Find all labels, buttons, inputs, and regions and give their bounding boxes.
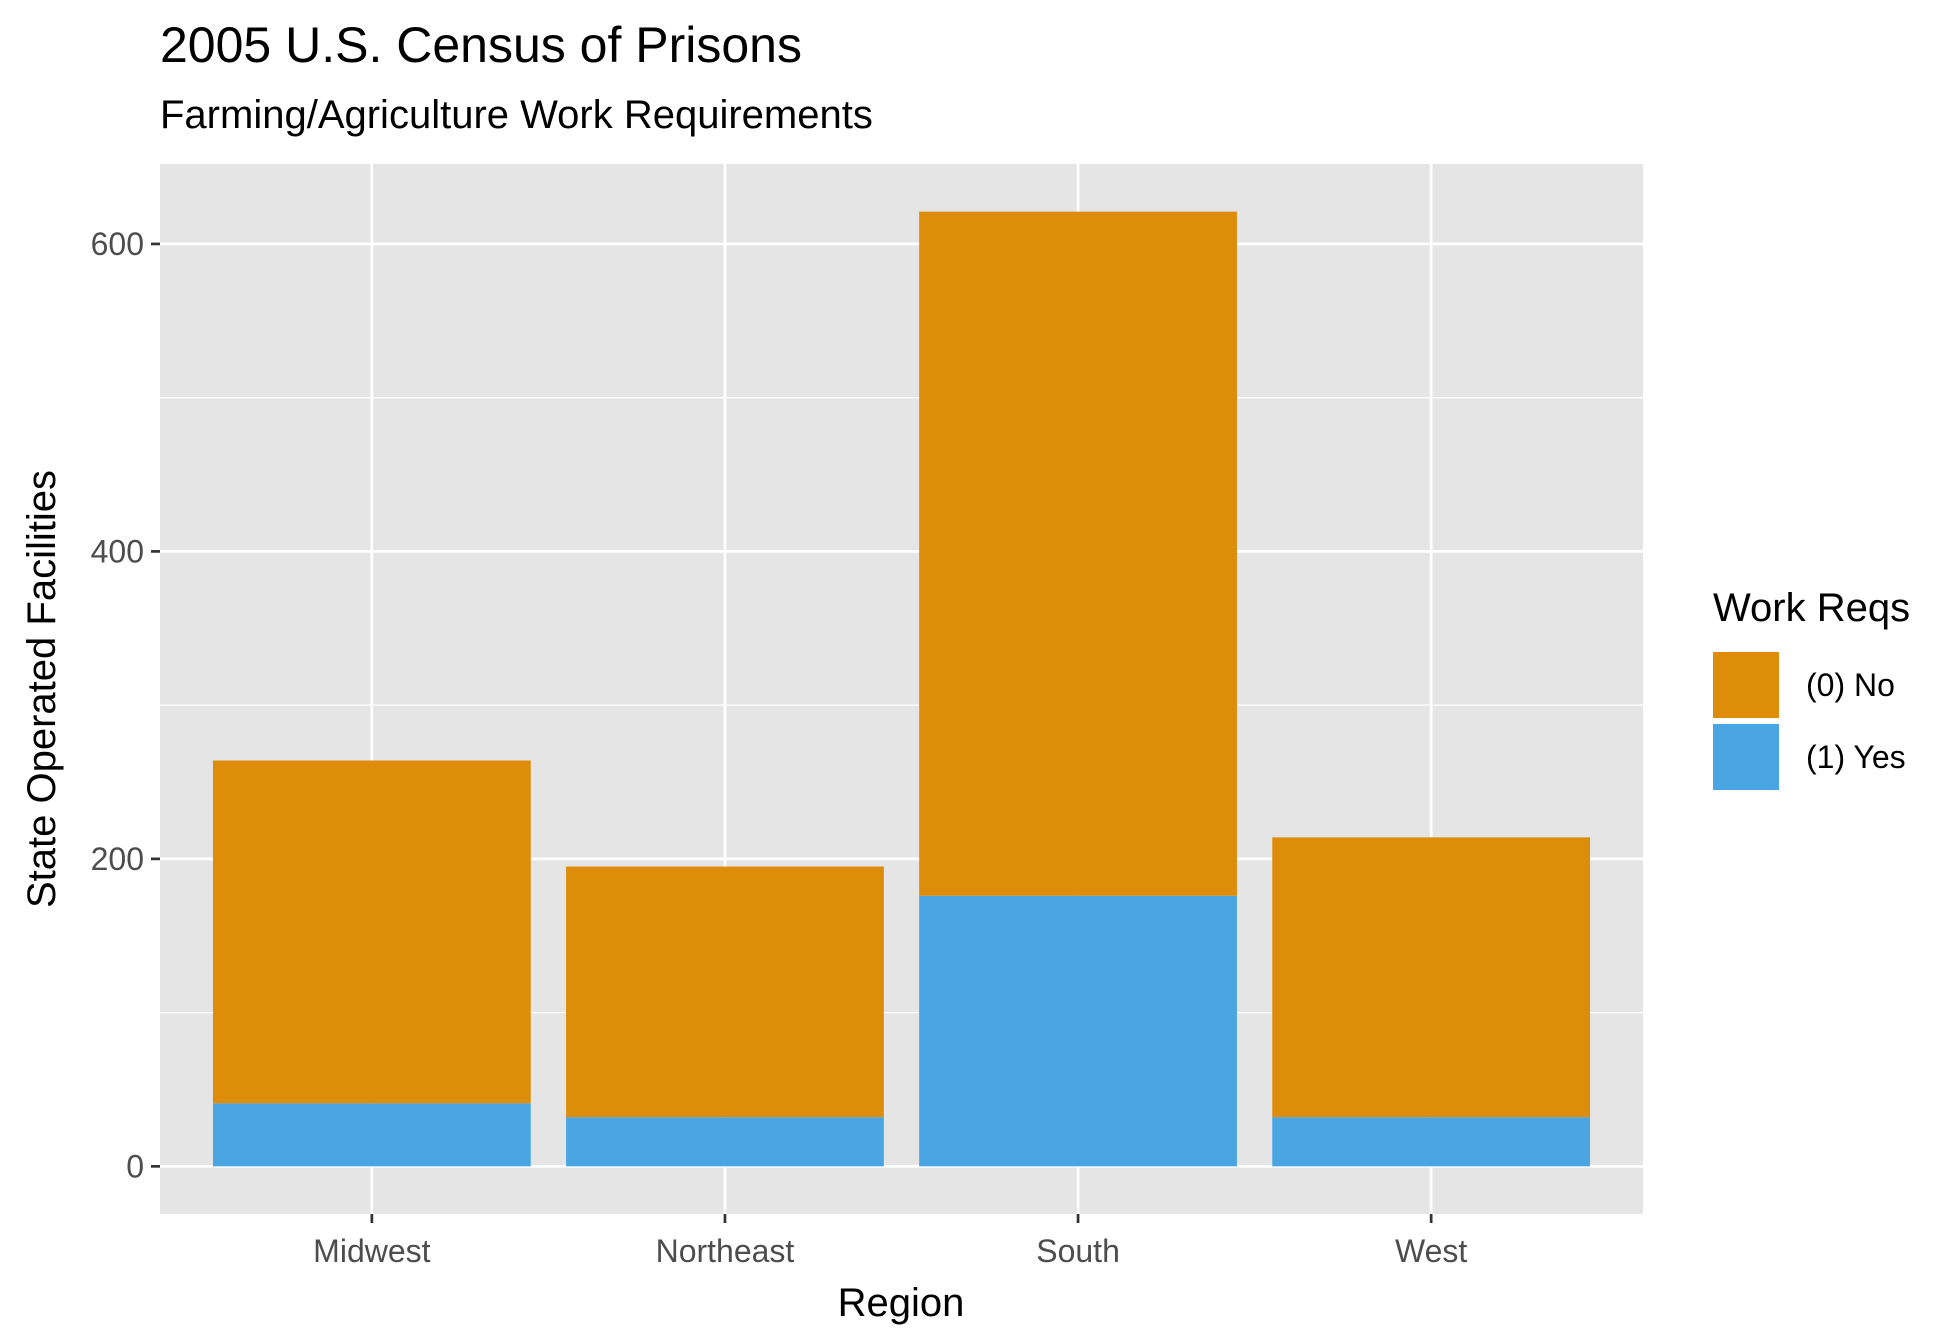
- bar-south-0-no: [919, 211, 1237, 896]
- bar-west-1-yes: [1272, 1117, 1591, 1167]
- legend: Work Reqs (0) No (1) Yes: [1713, 586, 1910, 790]
- y-tick-label: 200: [91, 841, 144, 877]
- x-axis-title: Region: [838, 1281, 965, 1325]
- legend-title: Work Reqs: [1713, 586, 1910, 630]
- legend-label: (1) Yes: [1806, 739, 1906, 775]
- chart-title: 2005 U.S. Census of Prisons: [160, 17, 802, 73]
- x-tick-label: West: [1395, 1233, 1467, 1269]
- x-tick-label: Northeast: [656, 1233, 795, 1269]
- x-tick-label: South: [1036, 1233, 1120, 1269]
- legend-label: (0) No: [1806, 667, 1895, 703]
- y-tick-label: 0: [126, 1148, 144, 1184]
- bars: [212, 211, 1591, 1167]
- legend-items: (0) No (1) Yes: [1713, 652, 1906, 790]
- bar-midwest-0-no: [212, 760, 531, 1104]
- legend-key: [1713, 724, 1779, 790]
- y-tick-label: 400: [91, 533, 144, 569]
- chart-subtitle: Farming/Agriculture Work Requirements: [160, 93, 873, 137]
- bar-northeast-1-yes: [566, 1117, 884, 1167]
- legend-key: [1713, 652, 1779, 718]
- y-tick-label: 600: [91, 226, 144, 262]
- y-axis-title: State Operated Facilities: [20, 470, 64, 908]
- bar-northeast-0-no: [566, 866, 884, 1118]
- bar-west-0-no: [1272, 837, 1591, 1118]
- y-axis: 0 200 400 600: [91, 226, 160, 1184]
- x-axis: Midwest Northeast South West: [313, 1214, 1467, 1269]
- bar-south-1-yes: [919, 895, 1237, 1167]
- x-tick-label: Midwest: [313, 1233, 430, 1269]
- bar-midwest-1-yes: [212, 1103, 531, 1167]
